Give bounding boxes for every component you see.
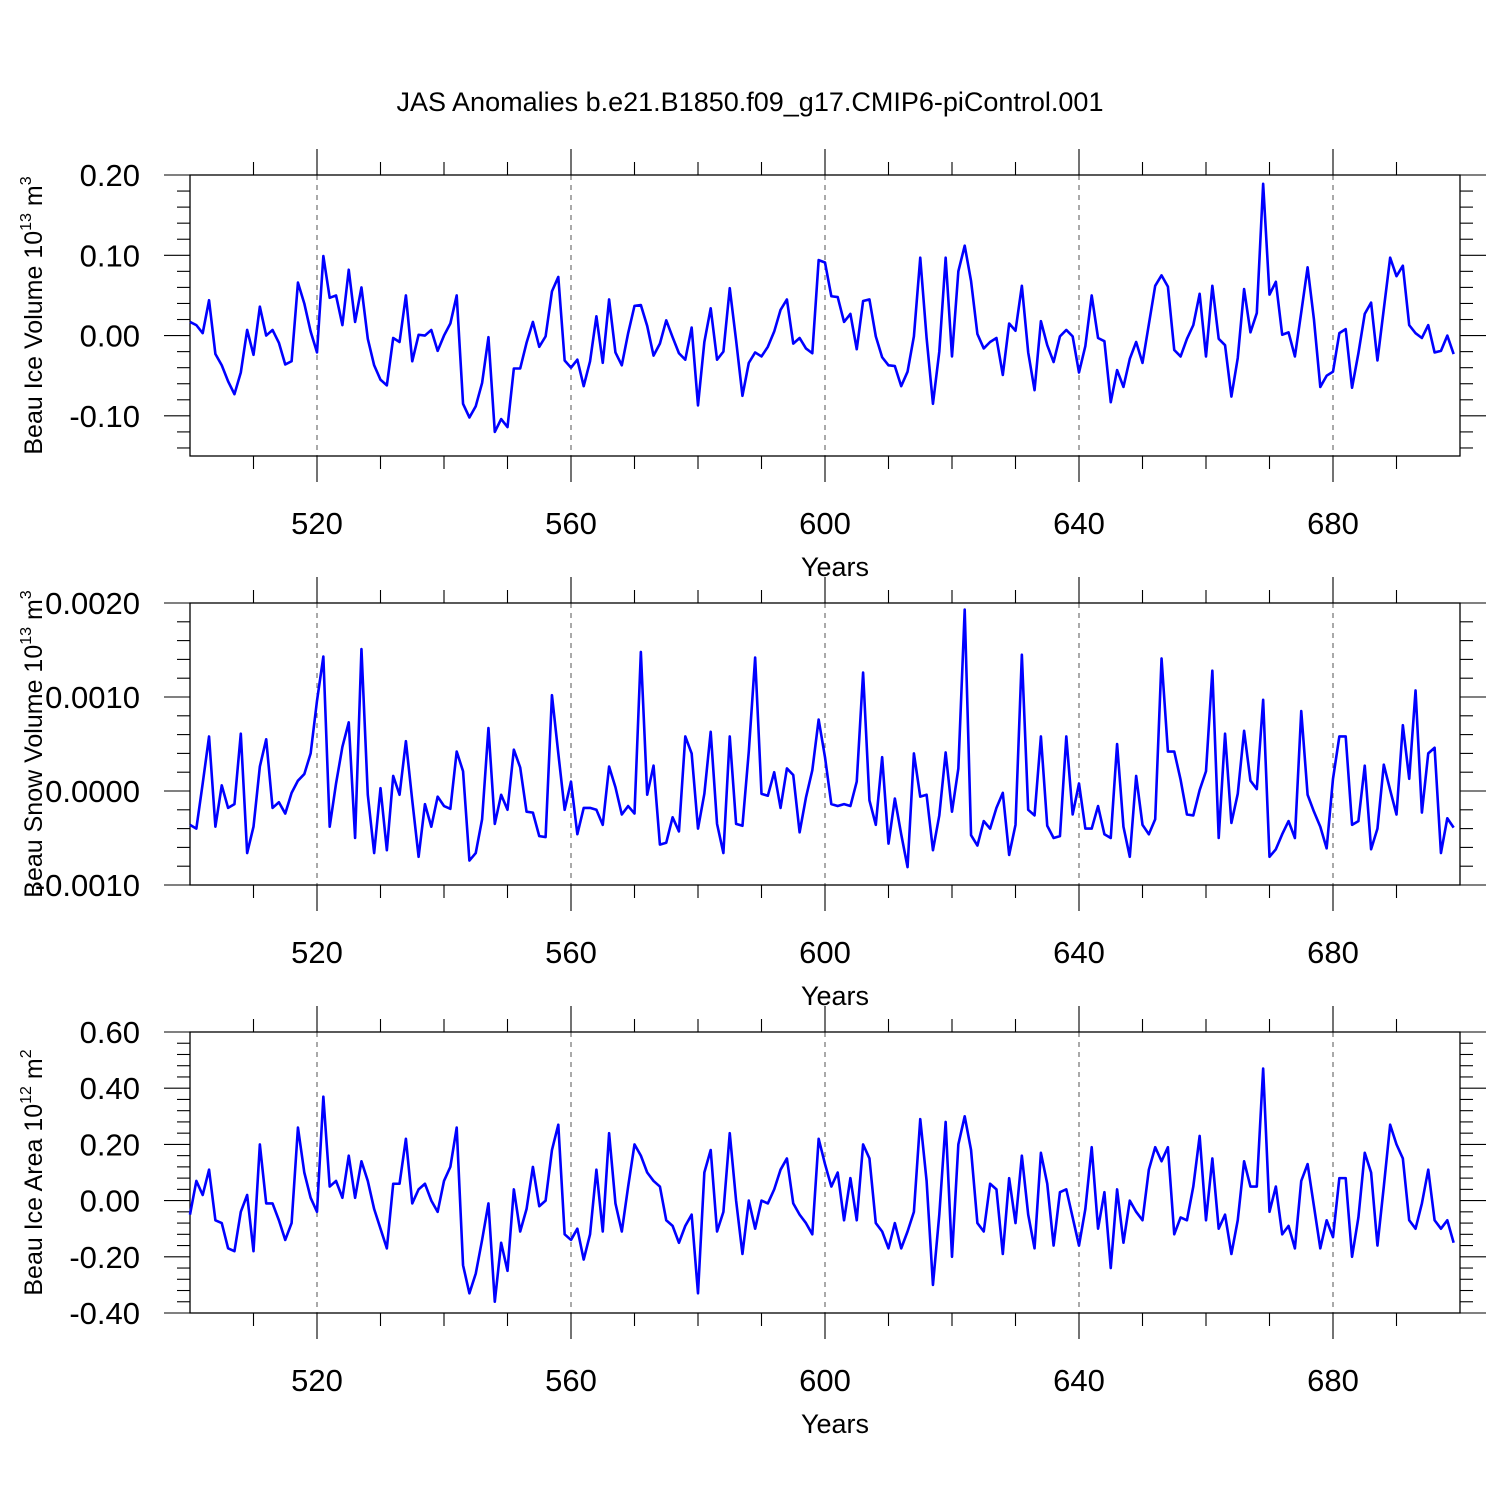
x-tick-label: 560 (545, 506, 597, 541)
y-tick-label: 0.20 (80, 1127, 140, 1162)
y-tick-label: 0.10 (80, 238, 140, 273)
y-tick-label: 0.0020 (45, 586, 140, 621)
x-axis-label: Years (801, 552, 869, 582)
x-tick-label: 640 (1053, 1363, 1105, 1398)
y-tick-label: 0.00 (80, 319, 140, 354)
y-tick-label: -0.10 (69, 399, 140, 434)
panel-2: 520 560 600 640 680 -0.0010 0.0000 0.0010 0.0020… (18, 577, 1486, 1011)
y-tick-label: 0.60 (80, 1015, 140, 1050)
x-tick-label: 600 (799, 1363, 851, 1398)
y-axis-label: Beau Ice Area 1012 m2 (18, 1049, 48, 1295)
x-tick-label: 640 (1053, 506, 1105, 541)
x-tick-label: 680 (1307, 1363, 1359, 1398)
y-axis-label-exponent: 13 (18, 213, 35, 231)
x-tick-label: 600 (799, 935, 851, 970)
x-tick-label: 680 (1307, 506, 1359, 541)
x-tick-label: 560 (545, 935, 597, 970)
panels: 520 560 600 640 680 -0.10 0.00 0.10 0.20 Years Bea… (18, 149, 1486, 1439)
y-tick-label: -0.0010 (35, 868, 140, 903)
x-tick-label: 560 (545, 1363, 597, 1398)
y-tick-label: 0.20 (80, 158, 140, 193)
x-tick-label: 520 (291, 1363, 343, 1398)
y-tick-label: -0.40 (69, 1296, 140, 1331)
series-line (189, 608, 1455, 869)
y-axis-label-exponent: 3 (18, 176, 35, 185)
y-axis-label-text: Beau Ice Volume 10 (20, 231, 48, 455)
y-tick-label: 0.0010 (45, 680, 140, 715)
series-line (189, 182, 1455, 434)
panel-1: 520 560 600 640 680 -0.10 0.00 0.10 0.20 Years Bea… (18, 149, 1486, 582)
x-tick-label: 600 (799, 506, 851, 541)
plot-frame (189, 174, 1461, 457)
y-axis-label-exponent: 13 (18, 627, 35, 645)
x-tick-label: 640 (1053, 935, 1105, 970)
y-tick-label: 0.40 (80, 1071, 140, 1106)
x-tick-label: 520 (291, 935, 343, 970)
y-axis-label-exponent: 3 (18, 590, 35, 599)
x-axis-label: Years (801, 1409, 869, 1439)
y-axis-label-text: m (20, 185, 48, 213)
x-axis-label: Years (801, 981, 869, 1011)
y-axis-label: Beau Ice Volume 1013 m3 (18, 176, 48, 454)
plot-frame (189, 1031, 1461, 1314)
x-tick-label: 680 (1307, 935, 1359, 970)
chart-title: JAS Anomalies b.e21.B1850.f09_g17.CMIP6-… (397, 87, 1104, 117)
y-axis-label-exponent: 12 (18, 1086, 35, 1104)
y-axis-label-exponent: 2 (18, 1049, 35, 1058)
y-tick-label: 0.00 (80, 1184, 140, 1219)
y-tick-label: -0.20 (69, 1240, 140, 1275)
y-axis-label: Beau Snow Volume 1013 m3 (18, 590, 48, 898)
y-axis-label-text: Beau Snow Volume 10 (20, 645, 48, 898)
y-axis-label-text: Beau Ice Area 10 (20, 1104, 48, 1296)
plot-frame (189, 602, 1461, 886)
panel-3: 520 560 600 640 680 -0.40 -0.20 0.00 0.20 0.40 0.6… (18, 1006, 1486, 1439)
y-axis-label-text: m (20, 599, 48, 627)
series-line (188, 1067, 1455, 1304)
x-tick-label: 520 (291, 506, 343, 541)
y-tick-label: 0.0000 (45, 774, 140, 809)
y-axis-label-text: m (20, 1058, 48, 1086)
